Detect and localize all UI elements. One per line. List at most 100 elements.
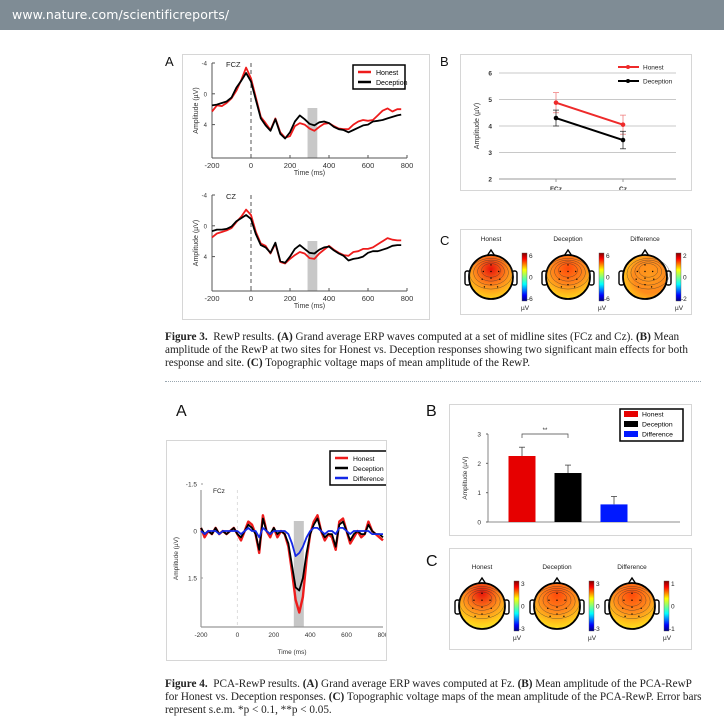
- electrode-marker: [490, 270, 492, 273]
- contour-line: [469, 258, 513, 290]
- electrode-marker: [548, 599, 550, 601]
- fig4a-chart: -200 0 200 400 600 800 -1.5 0 1.5 Time (ms) Amplit…: [173, 450, 395, 656]
- contour-line: [546, 591, 568, 607]
- y-tick-label: 0: [204, 224, 208, 230]
- x-tick-label: 800: [401, 161, 414, 170]
- site-header: www.nature.com/scientificreports/: [0, 0, 724, 30]
- electrode-marker: [489, 599, 491, 601]
- fig3-panel-a: -200 0 200 400 600 800 -4 0 4 Time (ms) Amplitude …: [182, 54, 430, 320]
- electrode-marker: [490, 277, 492, 279]
- colorbar-unit: µV: [675, 305, 684, 312]
- colorbar-mid-label: 0: [671, 604, 675, 611]
- fig3-caption-tag-a: (A): [277, 331, 293, 343]
- bar-honest: [508, 456, 536, 522]
- legend-swatch: [624, 421, 638, 427]
- y-axis-label: Amplitude (µV): [462, 456, 469, 499]
- electrode-marker: [567, 270, 569, 273]
- x-axis-label: Time (ms): [277, 649, 306, 656]
- electrode-marker: [549, 615, 551, 618]
- legend-marker: [626, 79, 630, 83]
- fig3-caption-text-b: Mean amplitude of the RewP at two sites …: [165, 331, 688, 369]
- contour-line: [554, 261, 582, 282]
- colorbar-max-label: 3: [521, 581, 525, 588]
- fig3-panel-c-label: C: [440, 233, 450, 248]
- y-tick-label: 3: [488, 150, 492, 157]
- fig4-caption-text-b: Mean amplitude of the PCA-RewP for Hones…: [165, 678, 692, 703]
- fig4-caption-text-a: Grand average ERP waves computed at Fz.: [321, 678, 515, 690]
- colorbar-max-label: 6: [529, 253, 533, 260]
- electrode-marker: [482, 270, 484, 273]
- y-tick-label: 4: [488, 124, 492, 131]
- colorbar-mid-label: 0: [596, 604, 600, 611]
- x-tick-label: 600: [362, 161, 375, 170]
- y-tick-label: -4: [202, 194, 208, 200]
- electrode-marker: [623, 599, 625, 601]
- channel-label: CZ: [226, 192, 236, 201]
- electrode-marker: [547, 607, 549, 609]
- x-tick-label: -200: [204, 161, 219, 170]
- legend-label: Honest: [643, 65, 664, 72]
- electrode-marker: [622, 607, 624, 609]
- x-tick-label: 800: [401, 294, 414, 303]
- electrode-marker: [498, 270, 500, 273]
- contour-line: [609, 586, 655, 619]
- topomap-title: Deception: [542, 564, 572, 571]
- colorbar: [598, 252, 605, 302]
- electrode-marker: [472, 607, 474, 609]
- colorbar: [513, 580, 520, 632]
- x-tick-label: 400: [305, 632, 316, 639]
- series-line-deception: [211, 214, 402, 264]
- colorbar-min-label: -2: [681, 296, 687, 303]
- colorbar-max-label: 2: [683, 253, 687, 260]
- x-tick-label: Cz: [619, 186, 628, 190]
- electrode-marker: [575, 270, 577, 273]
- fig4-panel-b-label: B: [426, 403, 437, 420]
- fig4-caption-tag-a: (A): [302, 678, 319, 690]
- colorbar-max-label: 3: [596, 581, 600, 588]
- contour-line: [481, 263, 501, 278]
- electrode-marker: [556, 592, 558, 595]
- colorbar-min-label: -3: [594, 626, 600, 633]
- topomap-title: Honest: [472, 564, 493, 571]
- electrode-marker: [644, 264, 646, 266]
- contour-line: [630, 259, 666, 286]
- fig3-caption-text-c: Topographic voltage maps of mean amplitu…: [265, 357, 531, 369]
- significance-marker: **: [543, 428, 548, 434]
- fig3a-legend: [352, 64, 406, 90]
- series-line-deception: [200, 517, 384, 592]
- colorbar-max-label: 1: [671, 581, 675, 588]
- series-line-deception: [555, 117, 624, 141]
- series-line-deception: [211, 72, 402, 140]
- channel-label: FCZ: [226, 60, 241, 69]
- electrode-marker: [644, 270, 646, 273]
- fig4-panel-c-label: C: [426, 553, 438, 570]
- colorbar-unit: µV: [598, 305, 607, 312]
- fig3-caption-label: Figure 3.: [165, 331, 208, 343]
- y-tick-label: 1: [477, 490, 481, 497]
- colorbar-unit: µV: [588, 635, 597, 642]
- contour-line: [621, 591, 643, 607]
- fig3-panel-a-label: A: [165, 54, 174, 69]
- legend-marker: [626, 65, 630, 69]
- electrode-marker: [638, 615, 640, 618]
- data-point: [553, 115, 559, 121]
- fig4-caption-title: PCA-RewP results.: [213, 678, 300, 690]
- significance-bracket: [521, 433, 569, 438]
- colorbar-max-label: 6: [606, 253, 610, 260]
- electrode-marker: [640, 607, 642, 609]
- x-tick-label: FCz: [550, 186, 563, 190]
- contour-line: [546, 258, 590, 290]
- y-axis-label: Amplitude (µV): [173, 537, 180, 580]
- contour-line: [558, 263, 578, 278]
- electrode-marker: [631, 592, 633, 595]
- x-tick-label: -200: [204, 294, 219, 303]
- site-url[interactable]: www.nature.com/scientificreports/: [12, 7, 230, 22]
- fig4-panel-c: Honest 3 0 -3 µV Deception 3 0 -3 µV Difference 1 0 -…: [449, 548, 692, 650]
- fig4-caption-tag-b: (B): [517, 678, 533, 690]
- legend-label: Difference: [353, 476, 384, 483]
- electrode-marker: [488, 615, 490, 618]
- fig3-caption-text-a: Grand average ERP waves computed at a se…: [295, 331, 634, 343]
- electrode-marker: [474, 615, 476, 618]
- y-tick-label: 1.5: [188, 576, 197, 583]
- fig4-caption-label: Figure 4.: [165, 678, 208, 690]
